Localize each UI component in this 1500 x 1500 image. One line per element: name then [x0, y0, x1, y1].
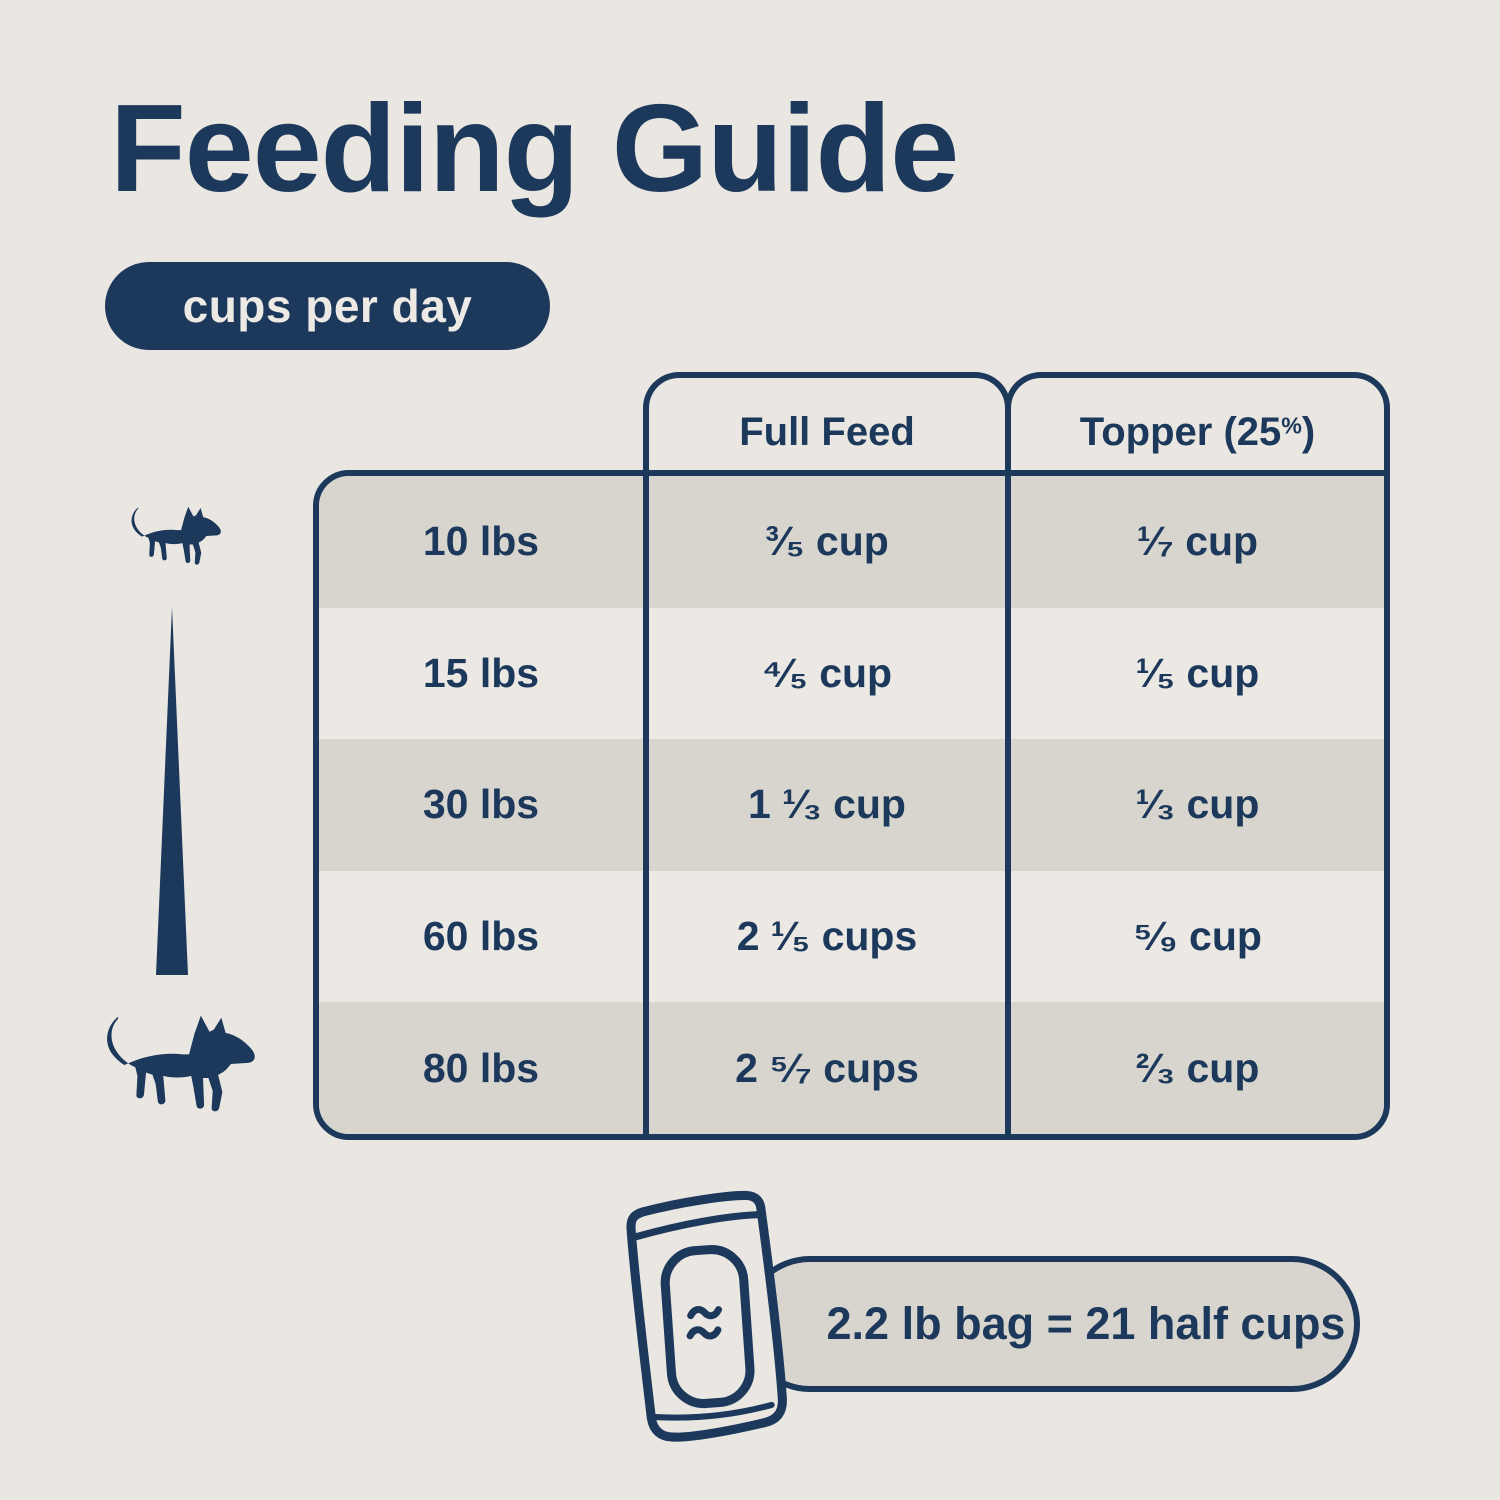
feeding-table: Full Feed Topper (25%) 10 lbs ³⁄₅ cup ¹⁄… [313, 372, 1390, 1140]
feeding-table-body: 10 lbs ³⁄₅ cup ¹⁄₇ cup 15 lbs ⁴⁄₅ cup ¹⁄… [313, 470, 1390, 1140]
percent-superscript: % [1281, 411, 1302, 438]
food-bag-icon [626, 1190, 787, 1442]
table-row: 10 lbs ³⁄₅ cup ¹⁄₇ cup [319, 476, 1384, 608]
table-row: 60 lbs 2 ¹⁄₅ cups ⁵⁄₉ cup [319, 870, 1384, 1003]
weight-cell: 60 lbs [422, 913, 540, 960]
large-dog-icon [107, 1015, 255, 1112]
bag-note-pill: 2.2 lb bag = 21 half cups [742, 1256, 1360, 1392]
small-dog-icon [131, 506, 221, 565]
topper-cell: ²⁄₃ cup [1005, 1002, 1384, 1134]
column-header-topper: Topper (25%) [1005, 372, 1390, 470]
weight-cell: 15 lbs [422, 649, 540, 696]
topper-cell: ¹⁄₅ cup [1005, 607, 1384, 740]
topper-cell: ⁵⁄₉ cup [1005, 870, 1384, 1003]
weight-cell: 80 lbs [422, 1044, 540, 1091]
column-header-full-feed: Full Feed [643, 372, 1011, 470]
full-feed-cell: ⁴⁄₅ cup [643, 607, 1005, 740]
dog-size-scale-triangle [156, 607, 188, 975]
full-feed-header-label: Full Feed [739, 409, 915, 454]
full-feed-cell: 2 ¹⁄₅ cups [643, 870, 1005, 1003]
full-feed-cell: 1 ¹⁄₃ cup [643, 739, 1005, 871]
full-feed-cell: ³⁄₅ cup [643, 476, 1005, 608]
table-row: 30 lbs 1 ¹⁄₃ cup ¹⁄₃ cup [319, 739, 1384, 871]
topper-cell: ¹⁄₃ cup [1005, 739, 1384, 871]
full-feed-cell: 2 ⁵⁄₇ cups [643, 1002, 1005, 1134]
table-row: 15 lbs ⁴⁄₅ cup ¹⁄₅ cup [319, 607, 1384, 740]
weight-cell: 10 lbs [422, 518, 540, 565]
subtitle-label: cups per day [182, 280, 473, 332]
weight-cell: 30 lbs [422, 781, 540, 828]
table-row: 80 lbs 2 ⁵⁄₇ cups ²⁄₃ cup [319, 1002, 1384, 1134]
topper-cell: ¹⁄₇ cup [1005, 476, 1384, 608]
topper-header-label: Topper (25%) [1079, 409, 1316, 454]
subtitle-pill: cups per day [105, 262, 550, 350]
page-title: Feeding Guide [110, 80, 959, 218]
bag-note-label: 2.2 lb bag = 21 half cups [826, 1298, 1346, 1349]
